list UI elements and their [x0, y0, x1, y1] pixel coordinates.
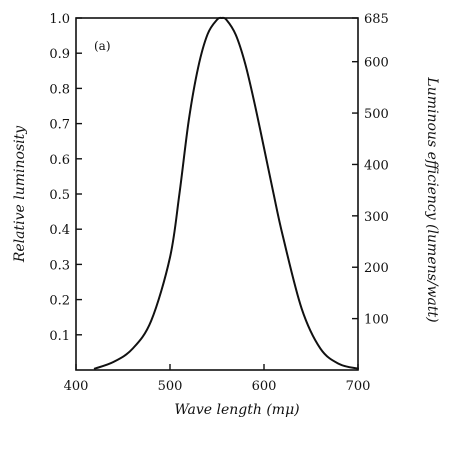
y-tick-label: 0.4 [49, 223, 70, 238]
y-tick-label: 0.6 [49, 153, 70, 168]
y-tick-label: 0.2 [49, 294, 70, 309]
luminosity-curve [93, 16, 359, 370]
plot-frame-layer [75, 17, 359, 371]
x-tick-label: 400 [64, 379, 89, 394]
y-tick-label: 0.5 [49, 188, 70, 203]
x-tick-label: 600 [252, 379, 277, 394]
curve-layer [93, 16, 359, 370]
y2-axis-title: Luminous efficiency (lumens/watt) [424, 76, 440, 322]
y-tick-label: 0.8 [49, 82, 70, 97]
x-tick-label: 700 [346, 379, 371, 394]
panel-label: (a) [94, 39, 111, 53]
x-axis-title: Wave length (mμ) [174, 402, 299, 418]
y2-tick-label: 300 [364, 210, 389, 225]
y2-tick-label: 100 [364, 313, 389, 328]
y-tick-label: 1.0 [49, 12, 70, 27]
y-tick-label: 0.3 [49, 258, 70, 273]
y2-tick-label: 600 [364, 56, 389, 71]
y2-tick-label: 685 [364, 12, 389, 27]
y-tick-label: 0.7 [49, 118, 70, 133]
y-tick-label: 0.1 [49, 329, 70, 344]
y2-tick-label: 200 [364, 261, 389, 276]
tick-labels-layer: 400 500 600 700 0.1 0.2 0.3 0.4 0.5 0.6 0.7 0.8 0.9 1… [49, 12, 389, 394]
y-axis-title: Relative luminosity [12, 125, 28, 263]
y2-tick-label: 500 [364, 107, 389, 122]
ticks-layer [75, 17, 359, 370]
plot-frame [75, 17, 359, 371]
y-tick-label: 0.9 [49, 47, 70, 62]
x-tick-label: 500 [158, 379, 183, 394]
y2-tick-label: 400 [364, 158, 389, 173]
